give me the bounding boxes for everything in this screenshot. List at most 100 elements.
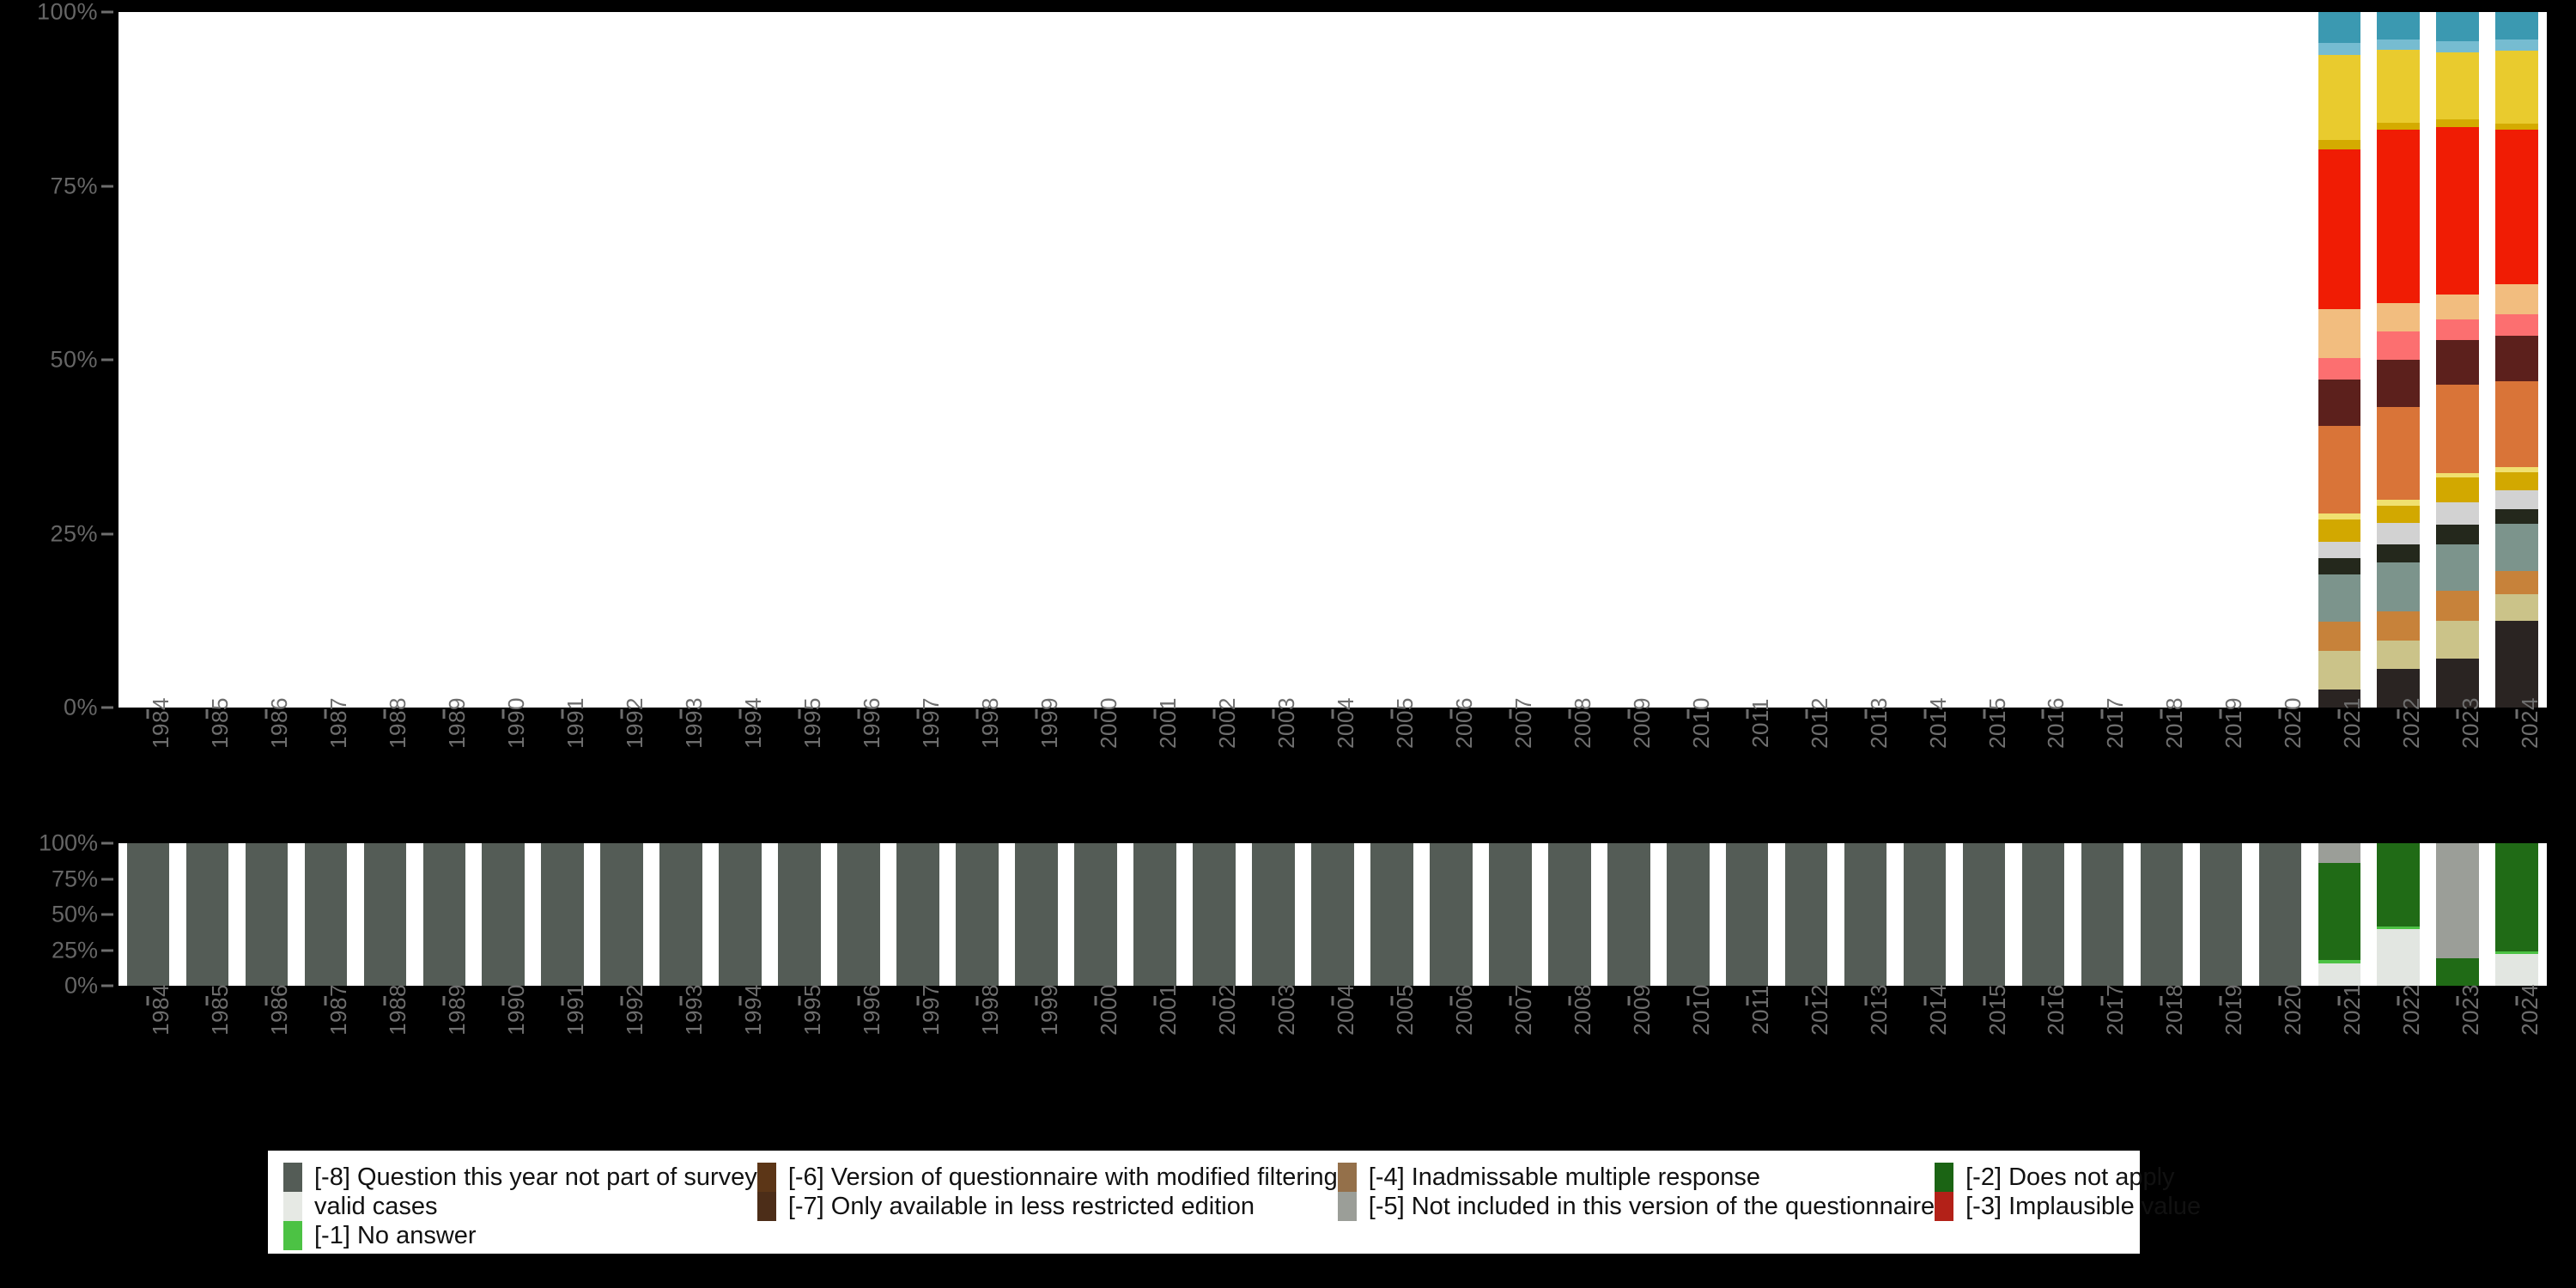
stacked-bar[interactable] — [482, 843, 526, 986]
bar-segment[interactable] — [2495, 509, 2539, 525]
bar-segment[interactable] — [2140, 843, 2184, 986]
bar-segment[interactable] — [1903, 843, 1947, 986]
bar-segment[interactable] — [956, 843, 999, 986]
legend-item[interactable]: [-7] Only available in less restricted e… — [756, 1192, 1338, 1221]
bar-segment[interactable] — [2377, 506, 2421, 524]
bar-segment[interactable] — [2318, 12, 2361, 44]
bar-segment[interactable] — [2495, 313, 2539, 336]
bar-segment[interactable] — [2021, 843, 2065, 986]
bar-segment[interactable] — [2436, 294, 2480, 319]
bar-segment[interactable] — [2377, 523, 2421, 545]
bar-segment[interactable] — [2377, 611, 2421, 641]
bar-segment[interactable] — [2318, 519, 2361, 543]
stacked-bar[interactable] — [245, 843, 289, 986]
bar-segment[interactable] — [719, 843, 762, 986]
bar-segment[interactable] — [2318, 308, 2361, 359]
stacked-bar[interactable] — [2377, 12, 2421, 708]
stacked-bar[interactable] — [2495, 12, 2539, 708]
bar-segment[interactable] — [2495, 12, 2539, 40]
bar-segment[interactable] — [2318, 513, 2361, 519]
bar-segment[interactable] — [1962, 843, 2006, 986]
bar-segment[interactable] — [1370, 843, 1413, 986]
stacked-bar[interactable] — [1074, 843, 1117, 986]
bar-segment[interactable] — [2318, 55, 2361, 140]
stacked-bar[interactable] — [896, 843, 939, 986]
bar-segment[interactable] — [482, 843, 526, 986]
bar-segment[interactable] — [363, 843, 407, 986]
bar-segment[interactable] — [2318, 139, 2361, 150]
stacked-bar[interactable] — [304, 843, 348, 986]
stacked-bar[interactable] — [2318, 12, 2361, 708]
bar-segment[interactable] — [2377, 12, 2421, 39]
stacked-bar[interactable] — [659, 843, 703, 986]
stacked-bar[interactable] — [956, 843, 999, 986]
stacked-bar[interactable] — [2318, 843, 2361, 986]
stacked-bar[interactable] — [2436, 843, 2480, 986]
bar-segment[interactable] — [2436, 385, 2480, 473]
bar-segment[interactable] — [2436, 52, 2480, 119]
bar-segment[interactable] — [2377, 39, 2421, 50]
bar-segment[interactable] — [304, 843, 348, 986]
bar-segment[interactable] — [2495, 524, 2539, 572]
bar-segment[interactable] — [2495, 466, 2539, 473]
bar-segment[interactable] — [1074, 843, 1117, 986]
stacked-bar[interactable] — [2377, 843, 2421, 986]
stacked-bar[interactable] — [1844, 843, 1887, 986]
bar-segment[interactable] — [2495, 51, 2539, 124]
bar-segment[interactable] — [2377, 544, 2421, 563]
bar-segment[interactable] — [837, 843, 880, 986]
bar-segment[interactable] — [2495, 593, 2539, 622]
bar-segment[interactable] — [2377, 122, 2421, 130]
bar-segment[interactable] — [2495, 381, 2539, 467]
bar-segment[interactable] — [2436, 843, 2480, 959]
bar-segment[interactable] — [2436, 118, 2480, 128]
bar-segment[interactable] — [2377, 359, 2421, 408]
bar-segment[interactable] — [2495, 129, 2539, 284]
bar-segment[interactable] — [2436, 472, 2480, 477]
bar-segment[interactable] — [2377, 641, 2421, 670]
bar-segment[interactable] — [2318, 557, 2361, 574]
bar-segment[interactable] — [2495, 335, 2539, 382]
bar-segment[interactable] — [2495, 123, 2539, 130]
stacked-bar[interactable] — [837, 843, 880, 986]
stacked-bar[interactable] — [1193, 843, 1236, 986]
bar-segment[interactable] — [126, 843, 170, 986]
bar-segment[interactable] — [2495, 951, 2539, 954]
bar-segment[interactable] — [2495, 843, 2539, 952]
bar-segment[interactable] — [2495, 490, 2539, 510]
stacked-bar[interactable] — [541, 843, 585, 986]
bar-segment[interactable] — [2436, 340, 2480, 386]
stacked-bar[interactable] — [2258, 843, 2302, 986]
bar-segment[interactable] — [2318, 963, 2361, 986]
bar-segment[interactable] — [1015, 843, 1058, 986]
stacked-bar[interactable] — [363, 843, 407, 986]
stacked-bar[interactable] — [1252, 843, 1295, 986]
bar-segment[interactable] — [2436, 590, 2480, 621]
bar-segment[interactable] — [1252, 843, 1295, 986]
stacked-bar[interactable] — [1962, 843, 2006, 986]
bar-segment[interactable] — [1429, 843, 1473, 986]
bar-segment[interactable] — [1666, 843, 1710, 986]
legend-item[interactable]: [-8] Question this year not part of surv… — [283, 1163, 757, 1192]
bar-segment[interactable] — [2436, 41, 2480, 52]
stacked-bar[interactable] — [2495, 843, 2539, 986]
bar-segment[interactable] — [2318, 960, 2361, 964]
bar-segment[interactable] — [2495, 571, 2539, 594]
bar-segment[interactable] — [2495, 953, 2539, 986]
stacked-bar[interactable] — [1015, 843, 1058, 986]
bar-segment[interactable] — [2318, 863, 2361, 961]
bar-segment[interactable] — [2495, 283, 2539, 314]
bar-segment[interactable] — [2318, 426, 2361, 513]
stacked-bar[interactable] — [185, 843, 229, 986]
bar-segment[interactable] — [2318, 379, 2361, 427]
bar-segment[interactable] — [2436, 620, 2480, 659]
bar-segment[interactable] — [2318, 650, 2361, 690]
bar-segment[interactable] — [541, 843, 585, 986]
bar-segment[interactable] — [2377, 407, 2421, 500]
stacked-bar[interactable] — [1725, 843, 1769, 986]
stacked-bar[interactable] — [126, 843, 170, 986]
bar-segment[interactable] — [2318, 689, 2361, 708]
bar-segment[interactable] — [2436, 958, 2480, 986]
bar-segment[interactable] — [2318, 574, 2361, 622]
bar-segment[interactable] — [2377, 562, 2421, 612]
